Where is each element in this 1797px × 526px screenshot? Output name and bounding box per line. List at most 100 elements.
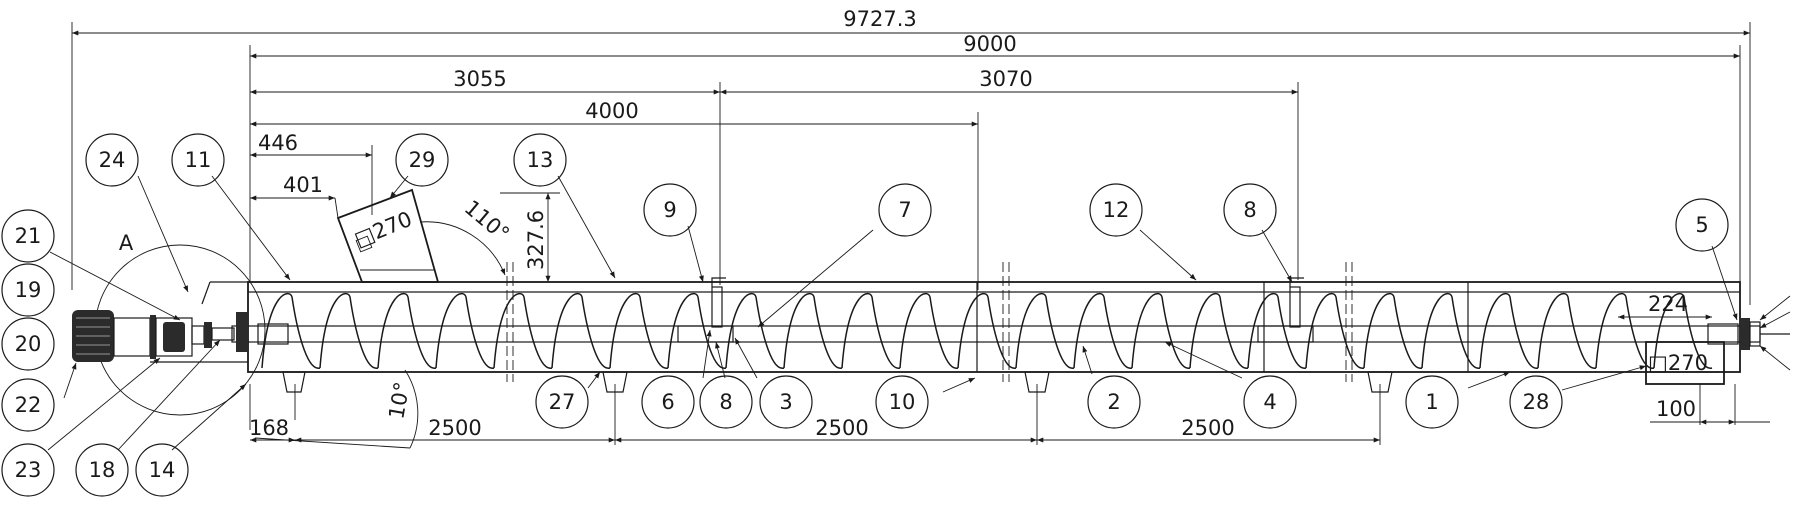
- balloon-19: 19: [1, 263, 55, 317]
- screw-flight-turn: [667, 292, 727, 369]
- inlet-hopper: [334, 188, 440, 283]
- screw-flight-turn: [609, 292, 669, 369]
- dim-overall: 9727.3: [843, 7, 916, 31]
- balloon-18: 18: [75, 443, 129, 497]
- balloon-3: 3: [759, 375, 813, 429]
- svg-text:8: 8: [1243, 198, 1256, 222]
- balloon-8-lower: 8: [699, 375, 753, 429]
- screw-flight-turn: [957, 292, 1017, 369]
- screw-flight-turn: [1131, 292, 1191, 369]
- svg-text:28: 28: [1523, 390, 1550, 414]
- dim-inlet-height: 327.6: [524, 210, 548, 270]
- hanger-bearings: [711, 277, 1304, 328]
- balloon-23: 23: [1, 443, 55, 497]
- svg-text:27: 27: [549, 390, 576, 414]
- end-bearing: [1740, 318, 1790, 350]
- screw-flight-turn: [1305, 292, 1365, 369]
- svg-text:2: 2: [1107, 390, 1120, 414]
- screw-flight-turn: [1479, 292, 1539, 369]
- screw-flight-turn: [1653, 292, 1713, 369]
- screw-flight-turn: [841, 292, 901, 369]
- screw-flight-turn: [493, 292, 553, 369]
- screw-flight-turn: [1595, 292, 1655, 369]
- screw-flight-turn: [1015, 292, 1075, 369]
- dim-pitch-3: 2500: [1181, 416, 1234, 440]
- support-feet: [282, 371, 1393, 393]
- screw-flight-turn: [899, 292, 959, 369]
- conveyor-trough: [247, 262, 1741, 382]
- balloon-1: 1: [1405, 375, 1459, 429]
- screw-flight-turn: [319, 292, 379, 369]
- svg-text:8: 8: [719, 390, 732, 414]
- balloon-28: 28: [1509, 375, 1563, 429]
- balloon-4: 4: [1243, 375, 1297, 429]
- svg-text:3: 3: [779, 390, 792, 414]
- dim-pitch-2: 2500: [815, 416, 868, 440]
- svg-text:23: 23: [15, 458, 42, 482]
- svg-text:9: 9: [663, 198, 676, 222]
- screw-flight-turn: [1073, 292, 1133, 369]
- screw-flight-turn: [1421, 292, 1481, 369]
- dim-4000: 4000: [585, 99, 638, 123]
- svg-text:13: 13: [527, 148, 554, 172]
- svg-text:18: 18: [89, 458, 116, 482]
- leader-lines: [47, 175, 1791, 451]
- dim-100: 100: [1656, 397, 1696, 421]
- balloon-27: 27: [535, 375, 589, 429]
- balloon-8-upper: 8: [1223, 183, 1277, 237]
- svg-text:19: 19: [15, 278, 42, 302]
- screw-flight-turn: [783, 292, 843, 369]
- balloon-12: 12: [1089, 183, 1143, 237]
- drive-unit: [72, 244, 266, 416]
- balloon-11: 11: [171, 133, 225, 187]
- svg-text:7: 7: [898, 198, 911, 222]
- dimension-texts: 9727.3 9000 3055 3070 4000 446 401 110° …: [249, 7, 1708, 440]
- dim-168: 168: [249, 416, 289, 440]
- svg-text:6: 6: [661, 390, 674, 414]
- svg-text:1: 1: [1425, 390, 1438, 414]
- screw-flight-turn: [1363, 292, 1423, 369]
- balloon-22: 22: [1, 378, 55, 432]
- balloon-14: 14: [135, 443, 189, 497]
- balloon-6: 6: [641, 375, 695, 429]
- detail-a-label: A: [119, 231, 134, 255]
- svg-text:11: 11: [185, 148, 212, 172]
- screw-flight-turn: [1247, 292, 1307, 369]
- screw-flight-turn: [377, 292, 437, 369]
- screw-flight-turn: [1189, 292, 1249, 369]
- outlet-spout: [1645, 341, 1725, 385]
- balloon-7: 7: [878, 183, 932, 237]
- balloon-24: 24: [85, 133, 139, 187]
- svg-text:20: 20: [15, 332, 42, 356]
- screw-flight-turn: [1537, 292, 1597, 369]
- dim-pitch-1: 2500: [428, 416, 481, 440]
- part-balloons: 24 11 29 13 9 7 12 8 5 21 19 20 22 23 18…: [1, 133, 1729, 497]
- svg-text:4: 4: [1263, 390, 1276, 414]
- balloon-13: 13: [513, 133, 567, 187]
- screw-flight-turn: [725, 292, 785, 369]
- balloon-20: 20: [1, 317, 55, 371]
- dim-3055: 3055: [453, 67, 506, 91]
- screw-flight-turn: [551, 292, 611, 369]
- dim-inlet-size: □270: [351, 207, 416, 252]
- svg-text:14: 14: [149, 458, 176, 482]
- svg-text:24: 24: [99, 148, 126, 172]
- balloon-5: 5: [1675, 198, 1729, 252]
- svg-text:12: 12: [1103, 198, 1130, 222]
- extension-lines: [71, 22, 1751, 445]
- screw-flight-turn: [435, 292, 495, 369]
- dim-trough-length: 9000: [963, 32, 1016, 56]
- dim-incline: 10°: [384, 380, 414, 421]
- screw-flight-turn: [261, 292, 321, 369]
- svg-text:22: 22: [15, 393, 42, 417]
- svg-text:29: 29: [409, 148, 436, 172]
- svg-text:10: 10: [889, 390, 916, 414]
- balloon-9: 9: [643, 183, 697, 237]
- balloon-29: 29: [395, 133, 449, 187]
- svg-text:5: 5: [1695, 213, 1708, 237]
- dim-3070: 3070: [979, 67, 1032, 91]
- balloon-10: 10: [875, 375, 929, 429]
- svg-text:21: 21: [15, 224, 42, 248]
- screw-flight-helix: [261, 292, 1713, 369]
- balloon-2: 2: [1087, 375, 1141, 429]
